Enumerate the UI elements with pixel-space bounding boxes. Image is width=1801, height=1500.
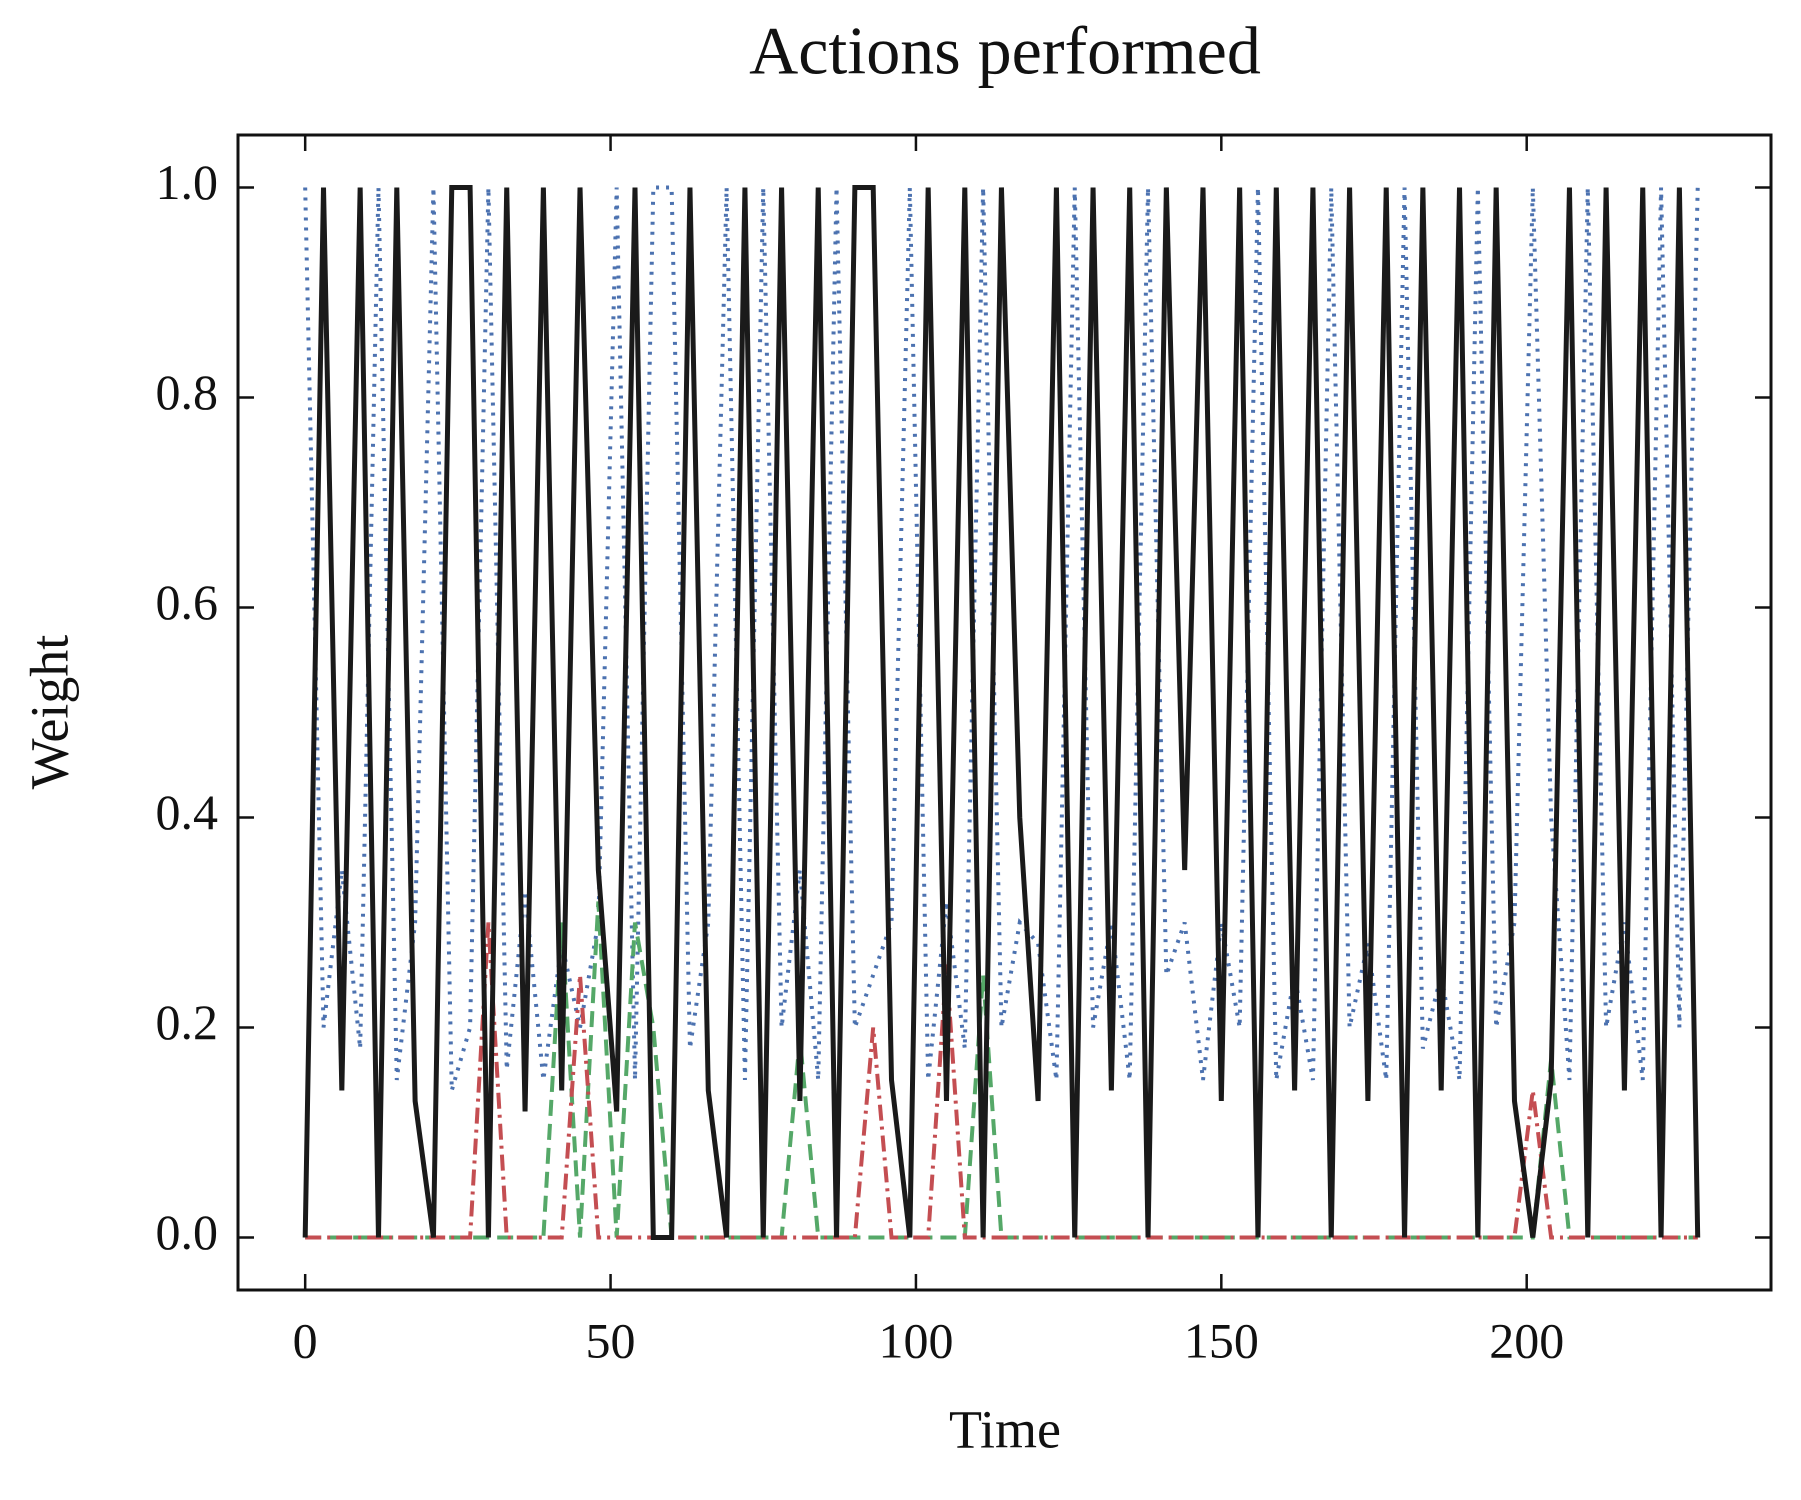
y-tick-label: 0.6 bbox=[156, 574, 219, 630]
series-line bbox=[305, 901, 1698, 1240]
y-tick-label: 0.2 bbox=[156, 994, 219, 1050]
x-tick-label: 200 bbox=[1489, 1312, 1564, 1368]
series-line bbox=[303, 185, 1700, 1092]
series-line bbox=[305, 922, 1698, 1240]
y-tick-label: 1.0 bbox=[156, 154, 219, 210]
x-tick-label: 100 bbox=[878, 1312, 953, 1368]
y-tick-label: 0.0 bbox=[156, 1204, 219, 1260]
y-tick-label: 0.4 bbox=[156, 784, 219, 840]
chart-title: Actions performed bbox=[749, 13, 1261, 89]
x-tick-label: 50 bbox=[586, 1312, 636, 1368]
x-tick-label: 150 bbox=[1184, 1312, 1259, 1368]
y-axis-label: Weight bbox=[19, 635, 79, 790]
x-axis-label: Time bbox=[949, 1399, 1061, 1459]
x-tick-label: 0 bbox=[293, 1312, 318, 1368]
y-tick-label: 0.8 bbox=[156, 364, 219, 420]
plot-frame bbox=[236, 133, 1773, 1292]
series-line bbox=[302, 185, 1701, 1240]
